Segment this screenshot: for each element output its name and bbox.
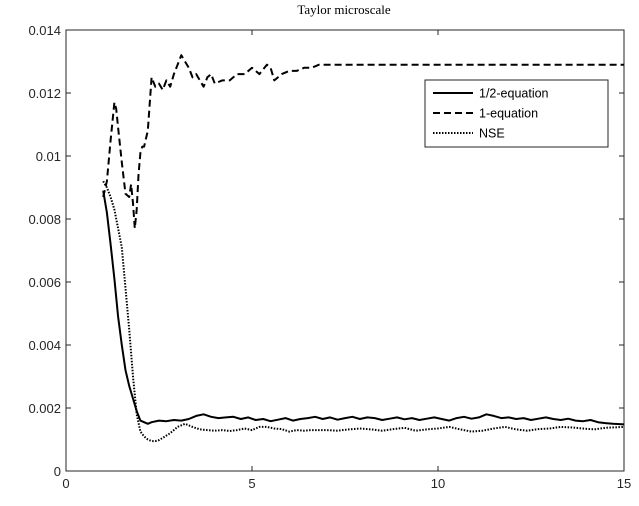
y-tick-label: 0.004 bbox=[28, 338, 61, 353]
legend: 1/2-equation 1-equation NSE bbox=[424, 79, 609, 148]
x-tick-label: 15 bbox=[617, 476, 631, 491]
series-line-NSE bbox=[102, 180, 625, 443]
axis-ticks: 0 5 10 15 0 0.002 0.004 0.006 0.008 0.01 0.012 0.01… bbox=[28, 23, 631, 491]
y-tick-label: 0.008 bbox=[28, 212, 61, 227]
y-tick-label: 0.006 bbox=[28, 275, 61, 290]
legend-label: NSE bbox=[479, 127, 505, 141]
x-tick-label: 10 bbox=[431, 476, 445, 491]
chart-title: Taylor microscale bbox=[297, 2, 391, 17]
y-tick-label: 0 bbox=[54, 464, 61, 479]
y-tick-label: 0.012 bbox=[28, 86, 61, 101]
x-tick-label: 0 bbox=[62, 476, 69, 491]
series-line-1/2-equation bbox=[102, 190, 625, 426]
x-tick-label: 5 bbox=[248, 476, 255, 491]
series-layer bbox=[102, 54, 625, 443]
plot-frame bbox=[65, 29, 625, 472]
y-tick-label: 0.002 bbox=[28, 401, 61, 416]
legend-label: 1-equation bbox=[479, 107, 538, 121]
y-tick-label: 0.014 bbox=[28, 23, 61, 38]
y-tick-label: 0.01 bbox=[36, 149, 61, 164]
series-line-1-equation bbox=[102, 54, 624, 230]
legend-label: 1/2-equation bbox=[479, 87, 549, 101]
